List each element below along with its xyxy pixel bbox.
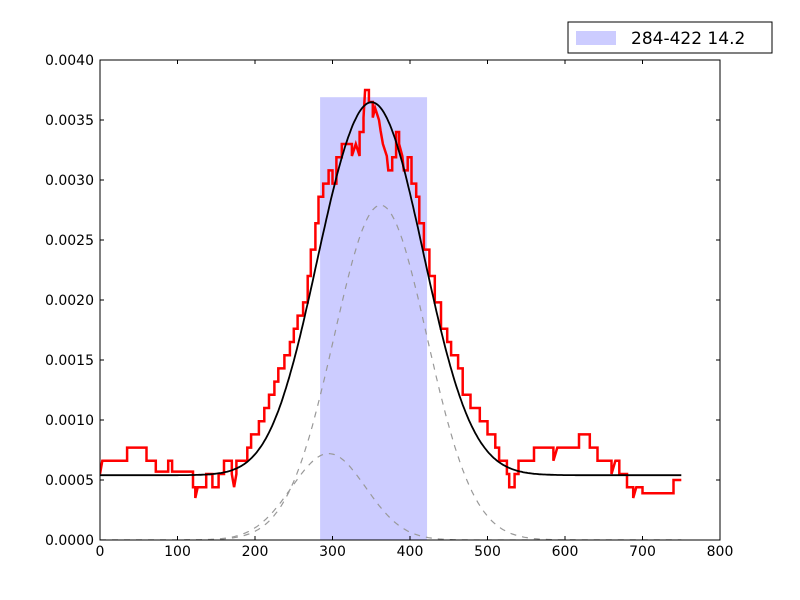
legend-swatch: [576, 31, 616, 45]
y-tick-label: 0.0000: [45, 533, 94, 549]
x-tick-label: 0: [96, 544, 105, 560]
plot-area: [100, 88, 682, 540]
x-tick-label: 200: [242, 544, 269, 560]
y-tick-label: 0.0020: [45, 293, 94, 309]
y-tick-label: 0.0040: [45, 53, 94, 69]
x-tick-label: 500: [474, 544, 501, 560]
fit-curve: [100, 101, 682, 477]
x-tick-label: 100: [164, 544, 191, 560]
legend-label: 284-422 14.2: [631, 29, 745, 49]
data-step-curve: [100, 88, 682, 499]
y-tick-label: 0.0025: [45, 233, 94, 249]
x-tick-label: 800: [707, 544, 734, 560]
x-tick-label: 600: [552, 544, 579, 560]
y-tick-label: 0.0035: [45, 113, 94, 129]
x-tick-label: 400: [397, 544, 424, 560]
y-tick-label: 0.0010: [45, 413, 94, 429]
axes: 0 100 200 300 400 500 600 700 800 0.0000 0.0005 0.0…: [45, 53, 733, 560]
x-tick-label: 700: [629, 544, 656, 560]
x-tick-label: 300: [319, 544, 346, 560]
y-tick-label: 0.0005: [45, 473, 94, 489]
y-tick-label: 0.0030: [45, 173, 94, 189]
y-tick-label: 0.0015: [45, 353, 94, 369]
legend: 284-422 14.2: [567, 21, 773, 54]
